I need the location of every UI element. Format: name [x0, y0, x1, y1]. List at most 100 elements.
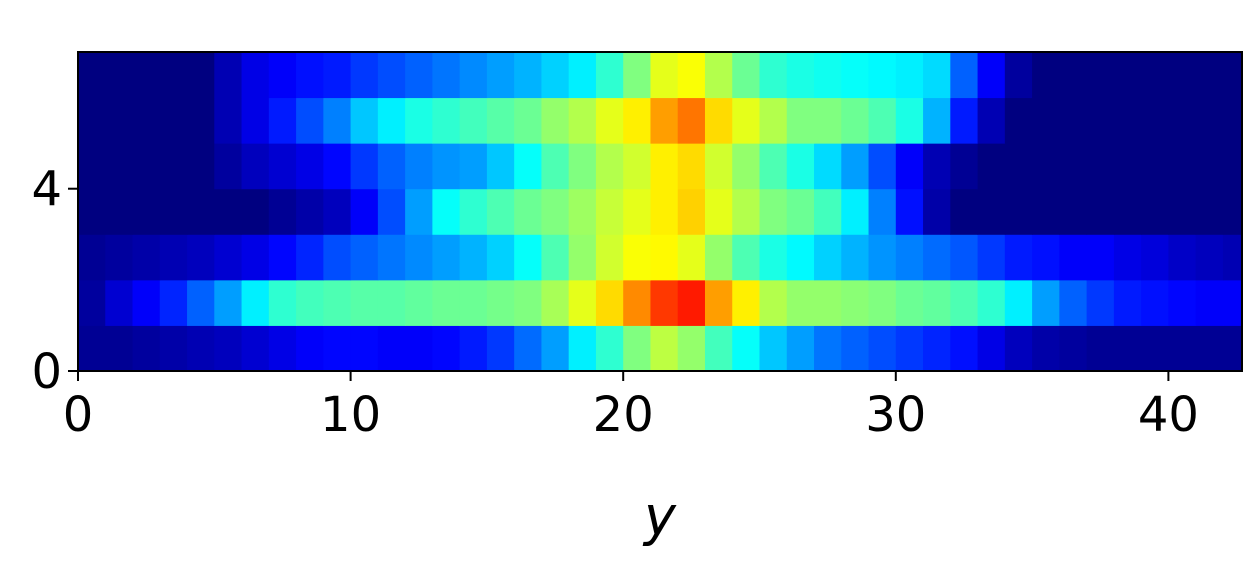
heatmap-cell [814, 279, 842, 326]
heatmap-cell [241, 143, 270, 190]
heatmap-cell [296, 188, 324, 235]
heatmap-cell [1141, 325, 1169, 372]
heatmap-cell [132, 97, 161, 144]
heatmap-cell [323, 188, 352, 235]
heatmap-cell [1222, 279, 1243, 326]
heatmap-cell [459, 97, 488, 144]
heatmap-cell [841, 188, 870, 235]
heatmap-cell [214, 279, 243, 326]
heatmap-cell [868, 52, 897, 99]
heatmap-cell [868, 279, 897, 326]
heatmap-cell [759, 279, 788, 326]
heatmap-cell [677, 188, 706, 235]
heatmap-cell [786, 52, 815, 99]
heatmap-cell [1141, 97, 1169, 144]
heatmap-cell [187, 325, 215, 372]
heatmap-cell [486, 279, 515, 326]
heatmap-cell [1168, 325, 1197, 372]
heatmap-cell [459, 143, 488, 190]
heatmap-cell [1168, 97, 1197, 144]
heatmap-cell [1059, 143, 1088, 190]
heatmap-cell [704, 97, 733, 144]
heatmap-cell [1004, 325, 1033, 372]
heatmap-cell [514, 52, 542, 99]
heatmap-cell [568, 97, 597, 144]
heatmap-cell [459, 188, 488, 235]
heatmap-cell [732, 234, 760, 281]
heatmap-cell [323, 325, 352, 372]
heatmap-cell [677, 234, 706, 281]
heatmap-cell [1141, 143, 1169, 190]
heatmap-cell [350, 188, 379, 235]
heatmap-cell [650, 325, 679, 372]
heatmap-cell [296, 52, 324, 99]
heatmap-cell [268, 279, 297, 326]
heatmap-cell [214, 52, 243, 99]
heatmap-cell [923, 52, 951, 99]
heatmap-cell [1195, 325, 1224, 372]
heatmap-cell [132, 188, 161, 235]
heatmap-cell [1086, 325, 1115, 372]
heatmap-cell [241, 234, 270, 281]
heatmap-cell [350, 143, 379, 190]
heatmap-cell [595, 143, 624, 190]
heatmap-cell [1113, 279, 1142, 326]
heatmap-cell [159, 279, 188, 326]
heatmap-cell [786, 97, 815, 144]
heatmap-cell [541, 143, 570, 190]
heatmap-cell [786, 234, 815, 281]
heatmap-cell [459, 325, 488, 372]
heatmap-cell [1086, 234, 1115, 281]
heatmap-cell [759, 97, 788, 144]
heatmap-cell [950, 279, 979, 326]
heatmap-cell [1141, 188, 1169, 235]
heatmap-cell [595, 279, 624, 326]
heatmap-cell [568, 188, 597, 235]
heatmap-cell [514, 143, 542, 190]
heatmap-cell [405, 234, 433, 281]
heatmap-cell [1168, 234, 1197, 281]
heatmap-cell [514, 188, 542, 235]
heatmap-cell [187, 52, 215, 99]
x-axis-label: y [642, 485, 677, 548]
heatmap-cell [214, 188, 243, 235]
heatmap-cell [1222, 188, 1243, 235]
heatmap-cell [405, 188, 433, 235]
heatmap-cell [759, 325, 788, 372]
heatmap-cell [841, 143, 870, 190]
heatmap-cell [1222, 234, 1243, 281]
heatmap-cell [78, 325, 106, 372]
heatmap-cell [650, 234, 679, 281]
heatmap-cell [432, 188, 461, 235]
heatmap-cell [1222, 97, 1243, 144]
heatmap-cell [541, 97, 570, 144]
heatmap-cell [1059, 97, 1088, 144]
heatmap-cell [105, 97, 134, 144]
heatmap-cell [1113, 143, 1142, 190]
heatmap-cell [459, 52, 488, 99]
heatmap-cell [677, 325, 706, 372]
heatmap-cell [732, 52, 760, 99]
heatmap-cell [350, 279, 379, 326]
heatmap-cell [241, 97, 270, 144]
heatmap-cell [923, 325, 951, 372]
heatmap-cell [323, 143, 352, 190]
heatmap-cell [132, 52, 161, 99]
heatmap-cell [814, 325, 842, 372]
heatmap-cell [786, 279, 815, 326]
heatmap-cell [650, 279, 679, 326]
heatmap-cell [541, 279, 570, 326]
heatmap-cell [541, 188, 570, 235]
heatmap-cell [1195, 52, 1224, 99]
heatmap-cell [1168, 143, 1197, 190]
heatmap-cell [1113, 97, 1142, 144]
heatmap-cell [1141, 234, 1169, 281]
heatmap-cell [132, 279, 161, 326]
heatmap-cell [541, 52, 570, 99]
heatmap-cell [296, 97, 324, 144]
heatmap-cell [868, 97, 897, 144]
heatmap-cell [296, 234, 324, 281]
heatmap-cell [1032, 97, 1060, 144]
heatmap-cell [568, 279, 597, 326]
heatmap-cell [977, 325, 1006, 372]
